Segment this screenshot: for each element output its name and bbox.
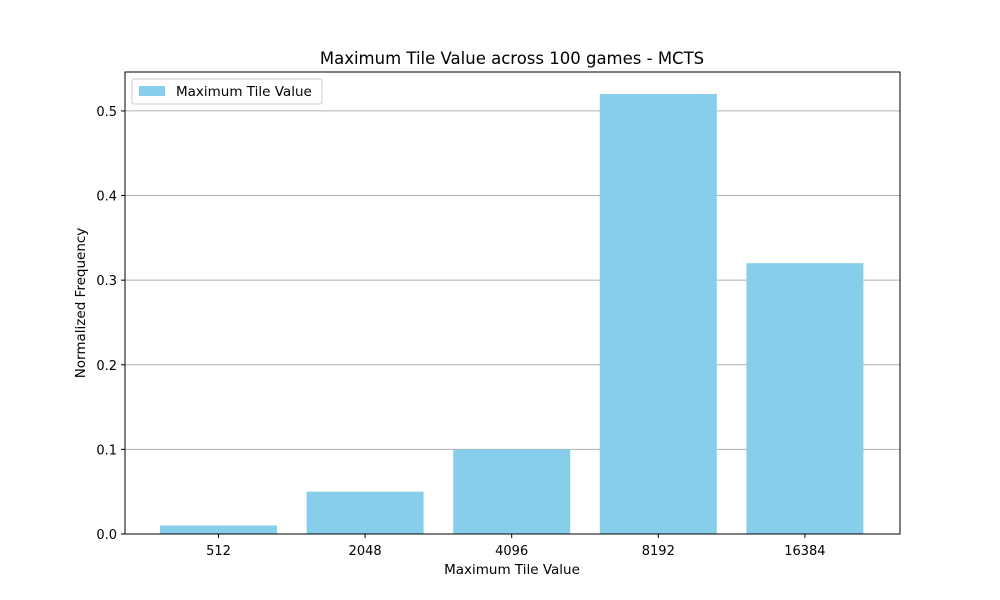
y-tick-label: 0.3 [96,274,117,289]
bars [160,94,864,534]
y-tick-label: 0.2 [96,359,117,374]
y-axis-label: Normalized Frequency [73,228,89,379]
bar-16384 [746,263,864,534]
y-tick-label: 0.4 [96,190,117,205]
legend-swatch [139,86,165,96]
x-tick-label: 8192 [642,544,675,559]
bar-4096 [453,449,571,534]
x-tick-label: 4096 [495,544,528,559]
x-axis-ticks: 512 2048 4096 8192 16384 [206,534,826,559]
legend-box [131,78,323,105]
plot-frame [124,71,901,535]
bar-512 [160,525,277,534]
chart-title: Maximum Tile Value across 100 games - MC… [320,49,704,68]
x-tick-label: 16384 [784,544,825,559]
x-axis-label: Maximum Tile Value [444,562,580,578]
legend: Maximum Tile Value [131,78,323,105]
y-tick-label: 0.0 [96,528,117,543]
bar-2048 [306,491,424,534]
x-tick-label: 2048 [349,544,382,559]
y-axis-ticks: 0.0 0.1 0.2 0.3 0.4 0.5 [96,105,125,543]
x-tick-label: 512 [206,544,231,559]
y-tick-label: 0.1 [96,443,117,458]
legend-label: Maximum Tile Value [176,84,312,100]
bar-8192 [599,94,717,534]
y-tick-label: 0.5 [96,105,117,120]
